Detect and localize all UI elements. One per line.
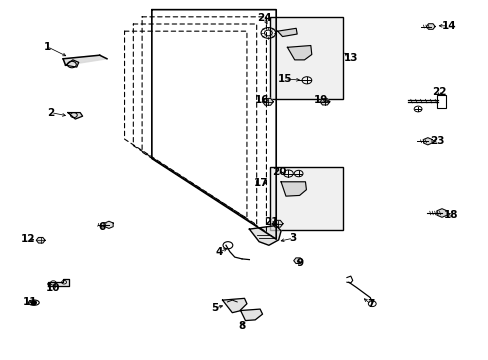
Text: 20: 20	[272, 167, 286, 177]
Polygon shape	[320, 99, 329, 105]
Text: 23: 23	[429, 136, 444, 145]
Polygon shape	[287, 45, 311, 60]
Text: 18: 18	[443, 210, 458, 220]
Text: 3: 3	[289, 233, 296, 243]
Text: 5: 5	[211, 303, 219, 313]
Polygon shape	[249, 226, 281, 245]
Polygon shape	[262, 98, 273, 105]
Polygon shape	[36, 238, 45, 243]
Polygon shape	[104, 221, 113, 228]
Text: 21: 21	[264, 217, 279, 227]
Text: 8: 8	[238, 321, 245, 330]
Text: 24: 24	[257, 13, 271, 23]
Bar	[436, 95, 446, 108]
Polygon shape	[281, 182, 306, 196]
Polygon shape	[68, 113, 82, 119]
Text: 14: 14	[441, 21, 456, 31]
Text: 13: 13	[343, 53, 357, 63]
Polygon shape	[423, 138, 431, 145]
Text: 22: 22	[431, 87, 446, 97]
Polygon shape	[48, 279, 69, 286]
Polygon shape	[63, 55, 107, 65]
Text: 9: 9	[296, 258, 303, 268]
Polygon shape	[436, 209, 446, 217]
Polygon shape	[240, 309, 262, 320]
Text: 11: 11	[22, 297, 37, 307]
Text: 2: 2	[47, 108, 55, 118]
Text: 10: 10	[45, 283, 60, 293]
Text: 7: 7	[367, 300, 374, 310]
Text: 15: 15	[277, 74, 292, 84]
Text: 16: 16	[254, 95, 268, 105]
Text: 6: 6	[98, 222, 105, 232]
Text: 1: 1	[43, 42, 51, 51]
Text: 12: 12	[21, 234, 36, 244]
Text: 4: 4	[215, 247, 223, 257]
Bar	[270, 167, 342, 230]
Text: 17: 17	[254, 177, 268, 188]
Polygon shape	[272, 220, 283, 227]
Circle shape	[31, 301, 36, 305]
Text: 19: 19	[313, 95, 327, 105]
Bar	[270, 17, 342, 99]
Polygon shape	[293, 258, 302, 264]
Polygon shape	[277, 28, 297, 37]
Polygon shape	[222, 298, 246, 313]
Polygon shape	[426, 24, 434, 29]
